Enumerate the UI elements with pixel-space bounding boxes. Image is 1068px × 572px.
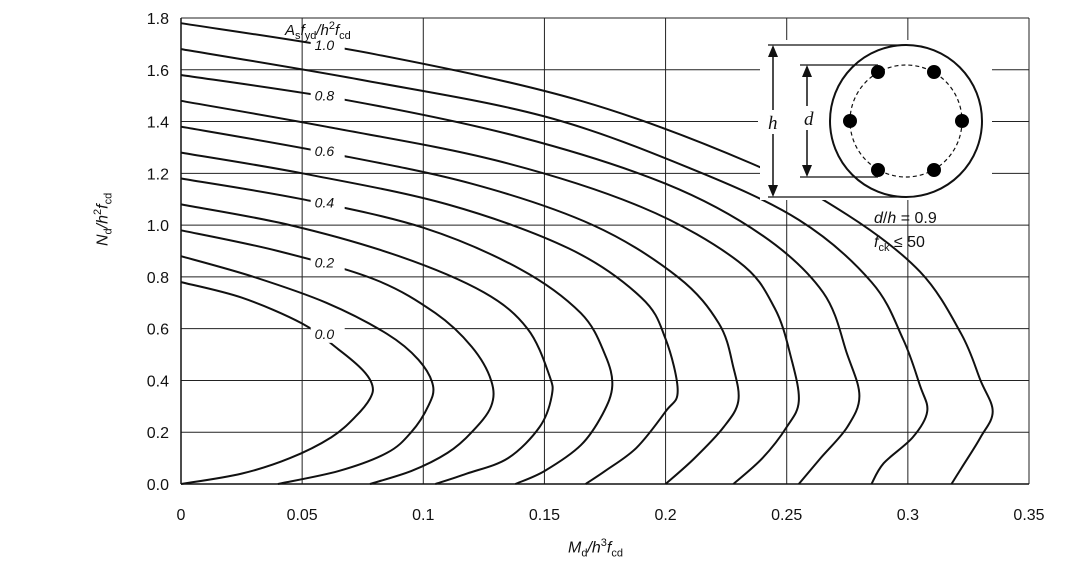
x-tick-label: 0.05	[287, 507, 318, 524]
y-tick-label: 1.6	[147, 63, 169, 80]
d-arrow-bottom	[802, 165, 812, 177]
y-tick-label: 1.2	[147, 166, 169, 183]
h-label: h	[768, 113, 778, 134]
x-tick-label: 0	[177, 507, 186, 524]
curve-label: 0.8	[315, 88, 335, 104]
rebar	[927, 163, 941, 177]
interaction-curve	[180, 48, 929, 485]
legend-title: Asfyd/h2fcd	[285, 20, 351, 42]
interaction-curve	[180, 74, 861, 485]
y-tick-label: 0.6	[147, 322, 169, 339]
interaction-curve	[180, 203, 554, 485]
rebar	[871, 163, 885, 177]
curve-label: 0.4	[315, 195, 335, 211]
rebar	[871, 65, 885, 79]
y-tick-label: 1.4	[147, 115, 169, 132]
interaction-curve	[180, 125, 740, 485]
ratio-annotation: d/h = 0.9	[874, 210, 937, 227]
interaction-curve	[180, 99, 800, 485]
x-tick-label: 0.1	[412, 507, 434, 524]
concrete-strength-annotation: fck ≤ 50	[874, 234, 925, 255]
x-axis-label: Md/h3fcd	[568, 537, 623, 560]
x-tick-label: 0.3	[897, 507, 919, 524]
x-tick-label: 0.25	[771, 507, 802, 524]
cross-section-diagram: h d	[758, 40, 992, 200]
interaction-curve	[180, 22, 994, 485]
y-tick-label: 0.0	[147, 477, 169, 494]
curve-labels: 0.0 0.2 0.4 0.6 0.8 1.0	[310, 35, 345, 343]
y-axis-label: Nd/h2fcd	[92, 192, 115, 246]
curve-label: 0.0	[315, 326, 335, 342]
tick-labels: 0 0.05 0.1 0.15 0.2 0.25 0.3 0.350.00.20.40.60.…	[147, 11, 1045, 524]
x-tick-label: 0.2	[654, 507, 676, 524]
y-tick-label: 1.8	[147, 11, 169, 28]
curve-label: 1.0	[315, 37, 335, 53]
h-arrow-top	[768, 45, 778, 57]
curve-label: 0.6	[315, 143, 335, 159]
d-arrow-top	[802, 65, 812, 77]
interaction-curve	[180, 255, 435, 485]
curves	[180, 22, 994, 485]
y-tick-label: 0.4	[147, 373, 169, 390]
y-tick-label: 0.2	[147, 425, 169, 442]
rebar	[955, 114, 969, 128]
y-tick-label: 1.0	[147, 218, 169, 235]
d-label: d	[804, 109, 814, 130]
h-arrow-bottom	[768, 185, 778, 197]
rebar	[927, 65, 941, 79]
interaction-curve	[180, 151, 679, 485]
interaction-curve	[180, 281, 374, 485]
curve-label: 0.2	[315, 254, 335, 270]
rebar	[843, 114, 857, 128]
x-tick-label: 0.15	[529, 507, 560, 524]
y-tick-label: 0.8	[147, 270, 169, 287]
interaction-curve	[180, 177, 614, 485]
x-tick-label: 0.35	[1013, 507, 1044, 524]
